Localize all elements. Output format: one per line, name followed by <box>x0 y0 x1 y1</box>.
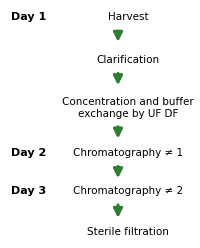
Text: Harvest: Harvest <box>108 12 148 22</box>
Text: Chromatography ≠ 1: Chromatography ≠ 1 <box>73 148 183 157</box>
Text: Day 2: Day 2 <box>11 148 47 157</box>
Text: Day 3: Day 3 <box>11 186 47 196</box>
Text: Sterile filtration: Sterile filtration <box>87 227 169 237</box>
Text: Day 1: Day 1 <box>11 12 47 22</box>
Text: Clarification: Clarification <box>96 55 160 64</box>
Text: Chromatography ≠ 2: Chromatography ≠ 2 <box>73 186 183 196</box>
Text: Concentration and buffer
exchange by UF DF: Concentration and buffer exchange by UF … <box>62 97 194 119</box>
